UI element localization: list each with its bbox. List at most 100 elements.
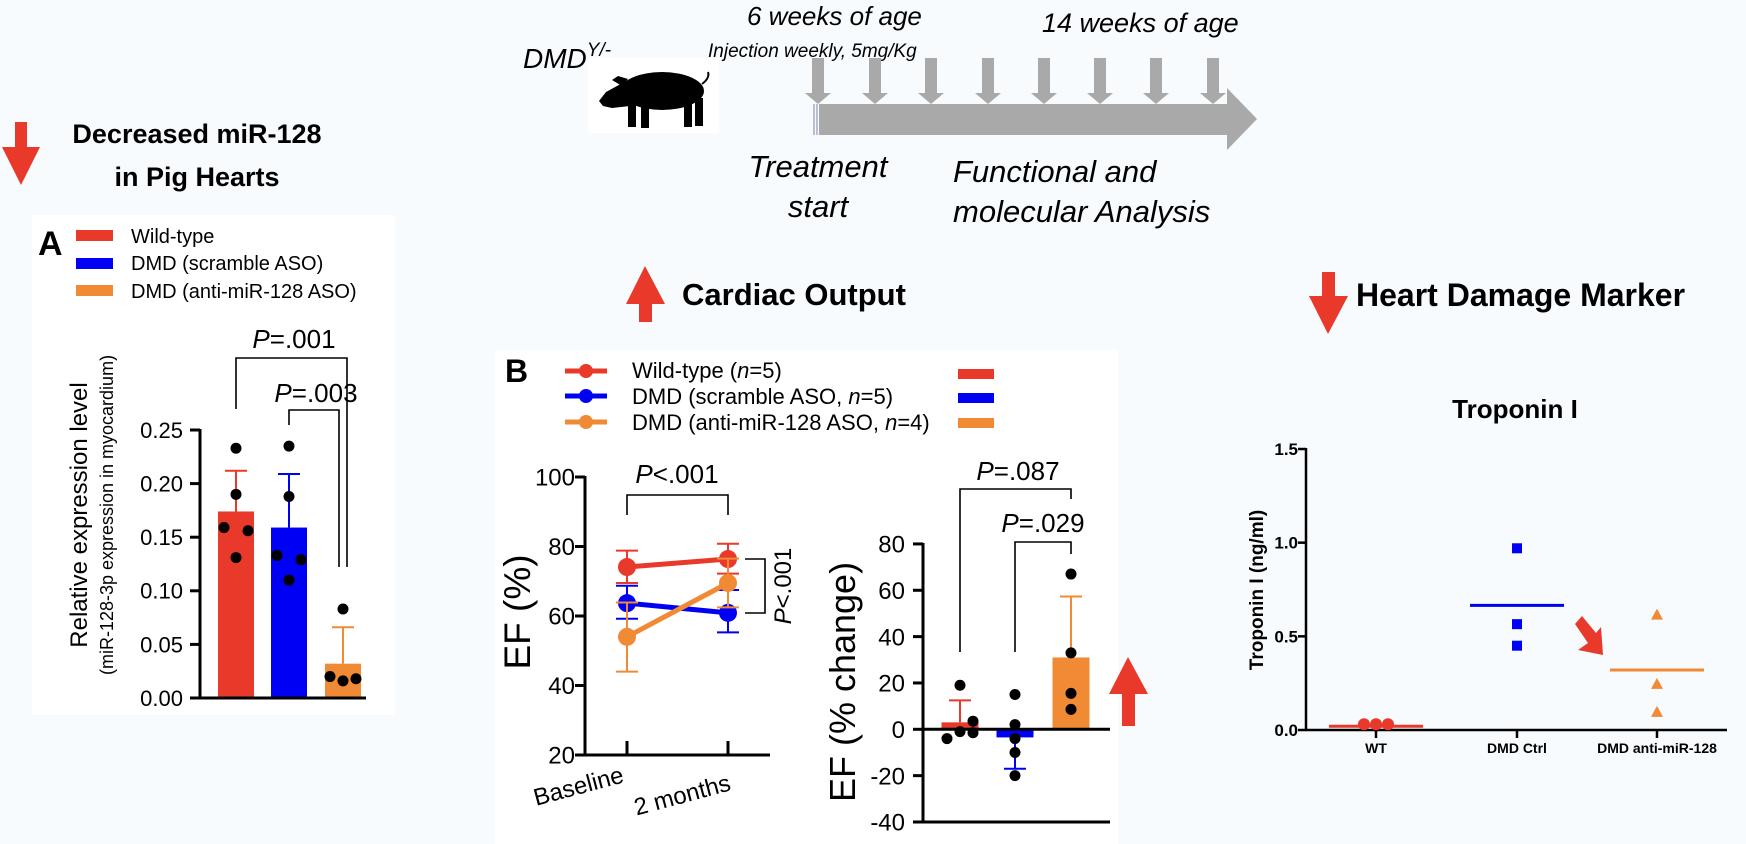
significance-bracket <box>1014 541 1072 652</box>
data-point <box>283 490 295 502</box>
y-tick-label: 40 <box>548 673 575 700</box>
injection-arrow-icon <box>862 58 888 104</box>
timeline: DMDY/- 6 weeks of age Injection weekly, … <box>523 1 1257 229</box>
arrow-shaft <box>982 58 994 94</box>
injection-arrow-icon <box>975 58 1001 104</box>
chart-b-bar: EF (% change) P=.087 P=.029 -40 -20 0 20 40 6… <box>822 456 1148 837</box>
data-point <box>967 727 979 739</box>
data-point <box>1065 647 1077 659</box>
arrow-head <box>1031 93 1057 104</box>
data-point <box>1065 703 1077 715</box>
legend-label: DMD (anti-miR-128 ASO, n=4) <box>632 410 930 435</box>
injection-arrow-icon <box>1200 58 1226 104</box>
legend-marker <box>579 364 593 378</box>
data-point <box>1065 568 1077 580</box>
y-tick-label: 40 <box>878 624 905 651</box>
data-point <box>1512 640 1522 651</box>
down-arrow-icon <box>1309 272 1348 334</box>
arrow-head <box>918 93 944 104</box>
arrow-head <box>1087 93 1113 104</box>
data-point <box>1065 687 1077 699</box>
series-line <box>625 580 730 640</box>
arrow-shaft <box>1150 58 1162 94</box>
data-point <box>1358 718 1370 731</box>
data-point <box>1651 677 1663 689</box>
injection-arrow-icon <box>1031 58 1057 104</box>
y-axis-label: EF (%) <box>497 554 538 669</box>
y-tick-label: 60 <box>878 578 905 605</box>
y-tick-label: 0.0 <box>1274 721 1298 740</box>
injection-arrow-icon <box>1087 58 1113 104</box>
p-value-annotation: P<.001 <box>635 459 718 489</box>
y-tick-label: 0 <box>892 717 905 744</box>
up-arrow-icon <box>626 266 665 322</box>
legend-label: Wild-type <box>131 226 214 248</box>
arrow-head <box>1200 93 1226 104</box>
legend-swatch-wild-type <box>76 230 113 241</box>
injection-arrow-icon <box>805 58 831 104</box>
legend-swatch-scramble <box>958 393 994 403</box>
data-point <box>230 488 242 500</box>
arrow-shaft <box>925 58 937 94</box>
legend-label: DMD (scramble ASO) <box>131 253 323 275</box>
data-point <box>242 525 254 537</box>
chart-troponin: Troponin I Troponin I (ng/ml) WT DMD Ctr… <box>1247 394 1727 756</box>
data-point <box>618 558 636 577</box>
arrow-shaft <box>1038 58 1050 94</box>
heading-damage-text: Heart Damage Marker <box>1356 277 1685 313</box>
genotype-label: DMDY/- <box>523 40 611 74</box>
data-point <box>1009 689 1021 701</box>
y-tick-label: 0.5 <box>1274 627 1298 646</box>
data-point <box>337 603 349 615</box>
data-point <box>337 675 349 687</box>
end-age-label: 14 weeks of age <box>1042 8 1239 38</box>
y-tick-label: 20 <box>548 743 575 770</box>
chart-a: A Wild-type DMD (scramble ASO) DMD (anti… <box>38 225 366 711</box>
data-point <box>283 574 295 586</box>
legend-swatch-anti-mir <box>958 418 994 428</box>
genotype-text: DMD <box>523 43 587 74</box>
data-point <box>1382 718 1394 731</box>
data-point <box>941 733 953 745</box>
data-point <box>230 552 242 564</box>
p-value-annotation: P=.001 <box>252 324 335 354</box>
legend-swatch-anti-mir <box>76 285 113 296</box>
data-point <box>719 573 737 592</box>
panel-label-a: A <box>38 225 63 263</box>
data-point <box>954 726 966 738</box>
arrow-head <box>975 93 1001 104</box>
significance-bracket <box>959 488 1072 652</box>
legend-swatch-wild-type <box>958 369 994 379</box>
legend-a: Wild-type DMD (scramble ASO) DMD (anti-m… <box>76 226 357 303</box>
injection-arrow-icon <box>918 58 944 104</box>
data-point <box>324 671 336 683</box>
y-tick-label: 100 <box>535 465 575 492</box>
x-tick-label: DMD anti-miR-128 <box>1597 740 1717 756</box>
y-axis-label: Troponin I (ng/ml) <box>1247 510 1268 670</box>
heading-mirna: Decreased miR-128 in Pig Hearts <box>2 119 322 192</box>
y-tick-label: -20 <box>870 763 905 790</box>
legend-label: Wild-type (n=5) <box>632 358 782 383</box>
data-point <box>1009 719 1021 731</box>
y-tick-label: 0.15 <box>140 525 183 550</box>
data-point <box>1009 770 1021 782</box>
significance-bracket <box>626 494 729 515</box>
y-tick-label: 60 <box>548 604 575 631</box>
timeline-arrow <box>813 88 1257 150</box>
analysis-label-1: Functional and <box>953 154 1158 189</box>
data-point <box>618 627 636 646</box>
panel-a-background <box>32 215 395 715</box>
y-tick-label: -40 <box>870 810 905 837</box>
injection-arrows <box>805 58 1226 104</box>
p-value-annotation: P=.003 <box>274 378 357 408</box>
up-arrow-icon <box>1109 657 1148 726</box>
data-point <box>218 522 230 534</box>
legend-label: DMD (scramble ASO, n=5) <box>632 384 893 409</box>
heading-line-1: Decreased miR-128 <box>72 119 321 149</box>
data-point <box>295 554 307 566</box>
heading-cardiac: Cardiac Output <box>626 266 906 322</box>
arrow-head <box>862 93 888 104</box>
data-point <box>1512 543 1522 554</box>
data-point <box>350 673 362 685</box>
